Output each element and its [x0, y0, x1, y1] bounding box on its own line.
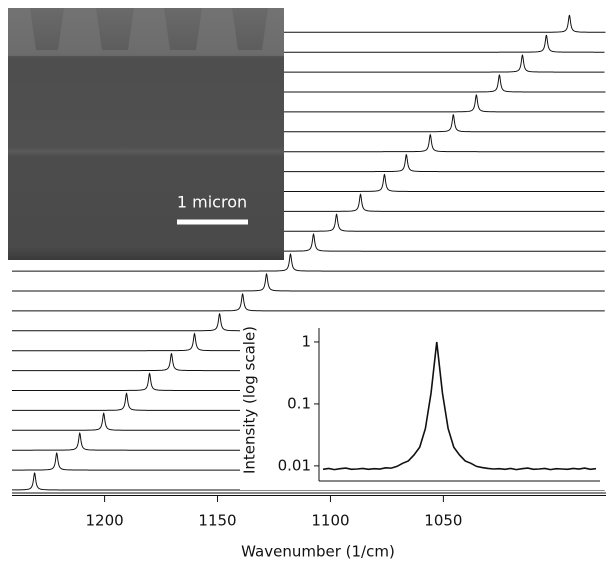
y-tick-label: 0.01: [278, 456, 311, 474]
spectrum-trace: [12, 272, 605, 292]
x-tick-label: 1100: [311, 512, 349, 530]
spectrum-trace: [12, 252, 605, 272]
x-tick-label: 1050: [424, 512, 462, 530]
y-tick-label: 0.1: [287, 394, 311, 412]
sem-image: 1 micron: [8, 8, 284, 260]
inset-y-label: Intensity (log scale): [241, 326, 259, 474]
inset-line: [322, 341, 597, 471]
x-tick-label: 1150: [198, 512, 236, 530]
inset-chart: Intensity (log scale) 1 0.1 0.01: [240, 322, 608, 490]
sem-features: [8, 8, 284, 56]
spectra: [11, 14, 606, 491]
x-axis-label: Wavenumber (1/cm): [241, 543, 395, 561]
x-axis: 1200 1150 1100 1050: [12, 492, 606, 530]
x-tick-label: 1200: [86, 512, 124, 530]
spectrum-trace: [12, 293, 605, 312]
inset-background: [240, 322, 608, 490]
y-tick-label: 1: [301, 332, 311, 350]
scale-bar-label: 1 micron: [177, 193, 247, 212]
